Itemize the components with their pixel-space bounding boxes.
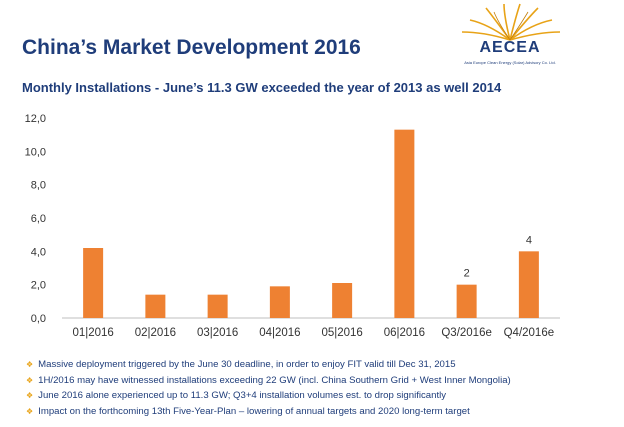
bar-Q4/2016e bbox=[518, 251, 539, 318]
data-label: 4 bbox=[526, 234, 532, 246]
bar-02|2016 bbox=[145, 294, 166, 318]
logo-subtext: Asia Europe Clean Energy (Solar) Advisor… bbox=[464, 60, 556, 65]
bullet-icon: ❖ bbox=[26, 391, 34, 401]
note-item: ❖ 1H/2016 may have witnessed installation… bbox=[26, 373, 511, 389]
x-tick-label: 05|2016 bbox=[321, 327, 362, 339]
bullet-icon: ❖ bbox=[26, 406, 34, 416]
bar-03|2016 bbox=[207, 294, 228, 318]
logo-text: AECEA bbox=[479, 39, 541, 56]
bullet-icon: ❖ bbox=[26, 375, 34, 385]
bar-01|2016 bbox=[83, 248, 104, 318]
bar-Q3/2016e bbox=[456, 284, 477, 318]
y-tick-label: 2,0 bbox=[31, 280, 46, 292]
x-tick-label: 03|2016 bbox=[197, 327, 238, 339]
note-text: Impact on the forthcoming 13th Five-Year… bbox=[38, 405, 470, 417]
x-tick-label: 06|2016 bbox=[384, 327, 425, 339]
note-item: ❖ June 2016 alone experienced up to 11.3 … bbox=[26, 388, 511, 404]
note-text: Massive deployment triggered by the June… bbox=[38, 359, 456, 370]
note-item: ❖ Impact on the forthcoming 13th Five-Yea… bbox=[26, 404, 511, 420]
x-tick-label: Q4/2016e bbox=[504, 327, 555, 339]
bullet-icon: ❖ bbox=[26, 360, 34, 369]
sunburst-icon bbox=[461, 3, 561, 41]
x-tick-label: 04|2016 bbox=[259, 327, 300, 339]
bar-04|2016 bbox=[269, 286, 290, 318]
x-tick-label: 01|2016 bbox=[72, 327, 113, 339]
y-tick-label: 0,0 bbox=[31, 313, 46, 325]
bar-chart: 0,02,04,06,08,010,012,0 24 01|2016 02|201… bbox=[25, 113, 560, 339]
y-tick-label: 6,0 bbox=[31, 213, 46, 225]
note-text: 1H/2016 may have witnessed installations… bbox=[38, 374, 511, 386]
bar-06|2016 bbox=[394, 129, 415, 318]
bars-group: 24 bbox=[83, 129, 539, 318]
data-label: 2 bbox=[464, 268, 470, 280]
y-axis: 0,0 2,0 4,0 6,0 8,0 10,0 12,0 bbox=[25, 113, 46, 325]
y-tick-label: 8,0 bbox=[31, 180, 46, 192]
chart-title: Monthly Installations - June’s 11.3 GW e… bbox=[22, 80, 502, 95]
bar-05|2016 bbox=[332, 283, 353, 318]
x-tick-label: 02|2016 bbox=[135, 327, 176, 339]
aecea-logo: AECEA Asia Europe Clean Energy (Solar) A… bbox=[448, 2, 572, 68]
page-title: China’s Market Development 2016 bbox=[22, 36, 361, 59]
x-axis-labels: 01|2016 02|2016 03|2016 04|2016 05|2016 06|20… bbox=[72, 327, 554, 339]
x-tick-label: Q3/2016e bbox=[441, 327, 492, 339]
y-tick-label: 12,0 bbox=[25, 113, 46, 125]
y-tick-label: 10,0 bbox=[25, 146, 46, 158]
note-item: ❖ Massive deployment triggered by the Jun… bbox=[26, 357, 511, 373]
note-text: June 2016 alone experienced up to 11.3 G… bbox=[38, 390, 447, 402]
y-tick-label: 4,0 bbox=[31, 246, 46, 258]
notes-list: ❖ Massive deployment triggered by the Jun… bbox=[26, 357, 511, 419]
